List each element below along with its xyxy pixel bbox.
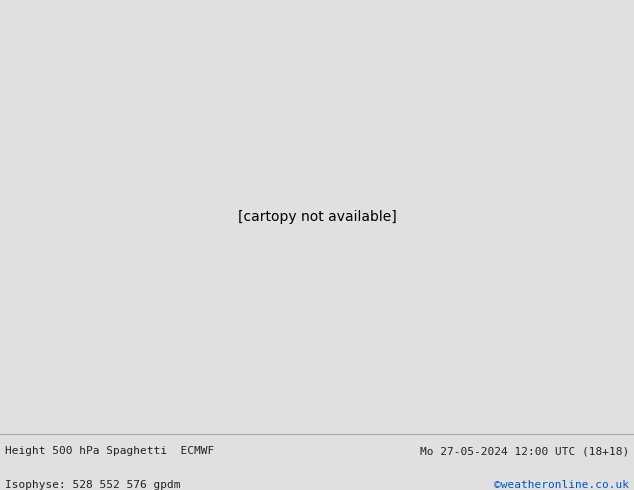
- Text: ©weatheronline.co.uk: ©weatheronline.co.uk: [494, 480, 629, 490]
- Text: [cartopy not available]: [cartopy not available]: [238, 210, 396, 224]
- Text: Isophyse: 528 552 576 gpdm: Isophyse: 528 552 576 gpdm: [5, 480, 181, 490]
- Text: Mo 27-05-2024 12:00 UTC (18+18): Mo 27-05-2024 12:00 UTC (18+18): [420, 446, 629, 456]
- Text: Height 500 hPa Spaghetti  ECMWF: Height 500 hPa Spaghetti ECMWF: [5, 446, 214, 456]
